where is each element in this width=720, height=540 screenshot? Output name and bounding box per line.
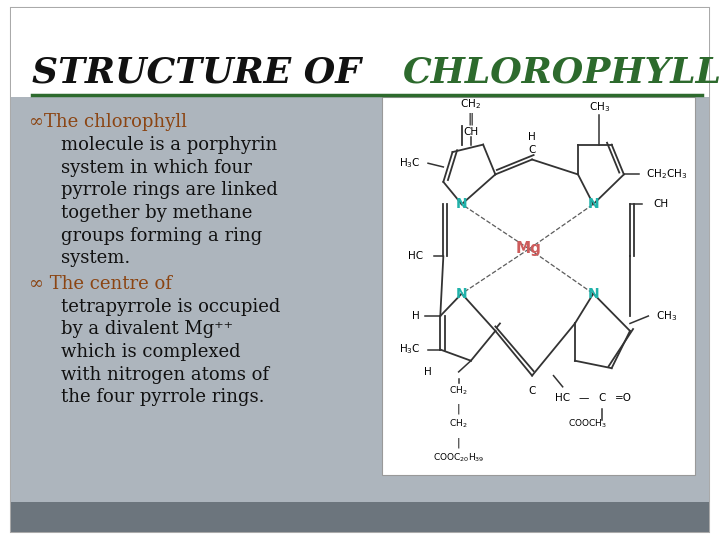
Text: N: N bbox=[588, 287, 599, 301]
Text: N: N bbox=[456, 287, 467, 301]
Text: system in which four: system in which four bbox=[61, 159, 252, 177]
Text: HC: HC bbox=[408, 252, 423, 261]
Text: which is complexed: which is complexed bbox=[61, 343, 240, 361]
Text: together by methane: together by methane bbox=[61, 204, 253, 222]
Text: Mg: Mg bbox=[516, 241, 542, 256]
Bar bbox=[11, 97, 709, 502]
Text: CH$_2$CH$_3$: CH$_2$CH$_3$ bbox=[646, 167, 688, 181]
Text: ‖: ‖ bbox=[468, 112, 474, 125]
Bar bbox=[11, 8, 709, 97]
Text: C: C bbox=[528, 145, 536, 155]
Text: pyrrole rings are linked: pyrrole rings are linked bbox=[61, 181, 278, 199]
Text: the four pyrrole rings.: the four pyrrole rings. bbox=[61, 388, 265, 406]
Text: with nitrogen atoms of: with nitrogen atoms of bbox=[61, 366, 269, 383]
Text: H: H bbox=[412, 311, 420, 321]
Text: CH$_3$: CH$_3$ bbox=[656, 309, 678, 323]
Text: CH: CH bbox=[463, 126, 479, 137]
Text: H: H bbox=[424, 367, 432, 377]
Text: |: | bbox=[456, 437, 461, 448]
Text: CHLOROPHYLL.: CHLOROPHYLL. bbox=[403, 56, 720, 90]
Text: H$_3$C: H$_3$C bbox=[399, 157, 420, 170]
Text: HC: HC bbox=[555, 393, 570, 403]
Text: N: N bbox=[588, 197, 599, 211]
Text: C: C bbox=[599, 393, 606, 403]
Text: tetrapyrrole is occupied: tetrapyrrole is occupied bbox=[61, 298, 281, 315]
Text: by a divalent Mg⁺⁺: by a divalent Mg⁺⁺ bbox=[61, 320, 233, 338]
Text: groups forming a ring: groups forming a ring bbox=[61, 227, 263, 245]
Text: system.: system. bbox=[61, 249, 130, 267]
Text: CH: CH bbox=[653, 199, 668, 209]
Text: COOCH$_3$: COOCH$_3$ bbox=[567, 418, 607, 430]
Text: CH$_2$: CH$_2$ bbox=[460, 97, 482, 111]
Text: C: C bbox=[528, 386, 536, 395]
Text: N: N bbox=[456, 197, 467, 211]
Text: CH$_2$: CH$_2$ bbox=[449, 418, 468, 430]
Text: STRUCTURE OF: STRUCTURE OF bbox=[32, 56, 361, 90]
Bar bbox=[382, 97, 695, 475]
Text: CH$_3$: CH$_3$ bbox=[589, 100, 610, 114]
Text: —: — bbox=[579, 393, 589, 403]
Text: H$_3$C: H$_3$C bbox=[399, 343, 420, 356]
Text: =O: =O bbox=[616, 393, 632, 403]
Text: |: | bbox=[456, 404, 461, 414]
Text: ∞ The centre of: ∞ The centre of bbox=[29, 275, 171, 293]
Text: H: H bbox=[528, 132, 536, 142]
Text: CH$_2$: CH$_2$ bbox=[449, 384, 468, 397]
Text: molecule is a porphyrin: molecule is a porphyrin bbox=[61, 136, 277, 154]
Text: COOC$_{20}$H$_{39}$: COOC$_{20}$H$_{39}$ bbox=[433, 451, 485, 464]
Text: ∞The chlorophyll: ∞The chlorophyll bbox=[29, 113, 186, 131]
Bar bbox=[11, 502, 709, 532]
